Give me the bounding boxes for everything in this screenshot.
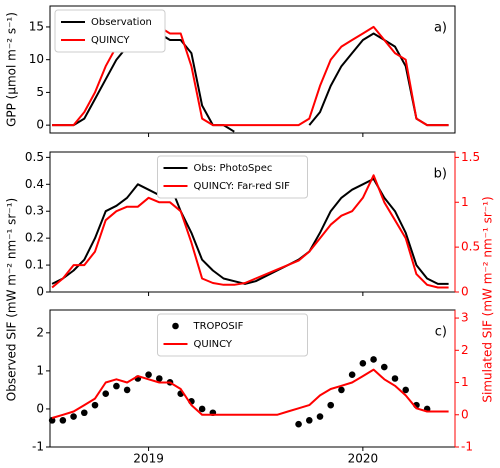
scatter-point [70,413,77,420]
scatter-point [91,401,99,409]
scatter-point [155,375,163,382]
y-tick-label: 5 [36,85,44,99]
legend-box [54,9,166,53]
legend-label: QUINCY [91,35,130,46]
scatter-point [370,356,377,363]
scatter-point [102,390,110,398]
legend-marker [172,322,179,330]
scatter-point [327,401,335,409]
y-tick-label: 0.4 [25,177,44,191]
plot-frame [49,5,456,134]
legend-label: QUINCY [194,339,233,350]
legend-label: Observation [91,17,152,28]
legend-label: QUINCY: Far-red SIF [194,181,291,192]
scatter-point [123,386,131,394]
scatter-point [391,375,399,382]
y-tick-label: 0 [36,401,44,415]
y-tick-label: 0.3 [25,204,44,218]
x-tick-label: 2019 [133,452,164,466]
y2-axis-label: Simulated SIF (mW m⁻² nm⁻¹ sr⁻¹) [481,196,495,402]
panel-annotation: b) [434,167,447,182]
y-tick-label: -1 [32,440,44,454]
scatter-point [295,420,302,428]
y2-tick-label: 0 [461,407,469,421]
scatter-point [359,359,367,367]
panel: 0 0.1 0.2 0.3 0.4 0.5 0 0.5 1 1.5 b) Obs: PhotoSpec… [25,150,480,299]
series-line [51,368,449,419]
y-tick-label: 10 [29,52,44,66]
legend-box [157,155,308,199]
scatter-point [145,371,152,378]
legend-label: Obs: PhotoSpec [194,163,273,174]
y2-tick-label: 3 [461,311,469,325]
scatter-point [338,386,345,394]
scatter-point [305,417,313,424]
y-tick-label: 2 [36,325,44,339]
scatter-point [348,371,356,378]
y2-tick-label: -1 [461,440,473,454]
y-tick-label: 0.1 [25,258,44,272]
y2-tick-label: 1.5 [461,150,480,164]
y-tick-label: 1 [36,363,44,377]
y2-tick-label: 1 [461,375,469,389]
y-tick-label: 0.5 [25,150,44,164]
scatter-point [402,386,410,394]
y-tick-label: 0.2 [25,231,44,245]
panel: 0 5 10 15 GPP (µmol m⁻² s⁻¹) a) Observation QUI… [5,5,456,134]
scatter-point [380,363,388,371]
y2-tick-label: 0.5 [461,240,480,254]
y2-tick-label: 2 [461,343,469,357]
scatter-point [80,409,88,417]
legend-box [157,313,308,357]
scatter-point [113,382,120,390]
series-line [51,177,449,285]
scatter-point [59,417,67,424]
panel-annotation: c) [435,325,447,340]
x-tick-label: 2020 [348,452,379,466]
y-tick-label: 15 [29,19,44,33]
y2-tick-label: 1 [461,195,469,209]
y-axis-label: GPP (µmol m⁻² s⁻¹) [5,12,19,127]
panel-annotation: a) [434,21,447,36]
y2-tick-label: 0 [461,285,469,299]
y-tick-label: 0 [36,285,44,299]
y-tick-label: 0 [36,118,44,132]
scatter-point [316,413,324,420]
series-line [51,174,449,289]
y-axis-label: Observed SIF (mW m⁻² nm⁻¹ sr⁻¹) [5,198,19,401]
scatter-point [198,405,206,413]
panel: -1 0 1 2 -1 0 1 2 3 2019 2020 Observed SIF (mW m⁻² … [5,133,495,466]
legend-label: TROPOSIF [193,321,244,332]
scatter-point [48,417,56,424]
